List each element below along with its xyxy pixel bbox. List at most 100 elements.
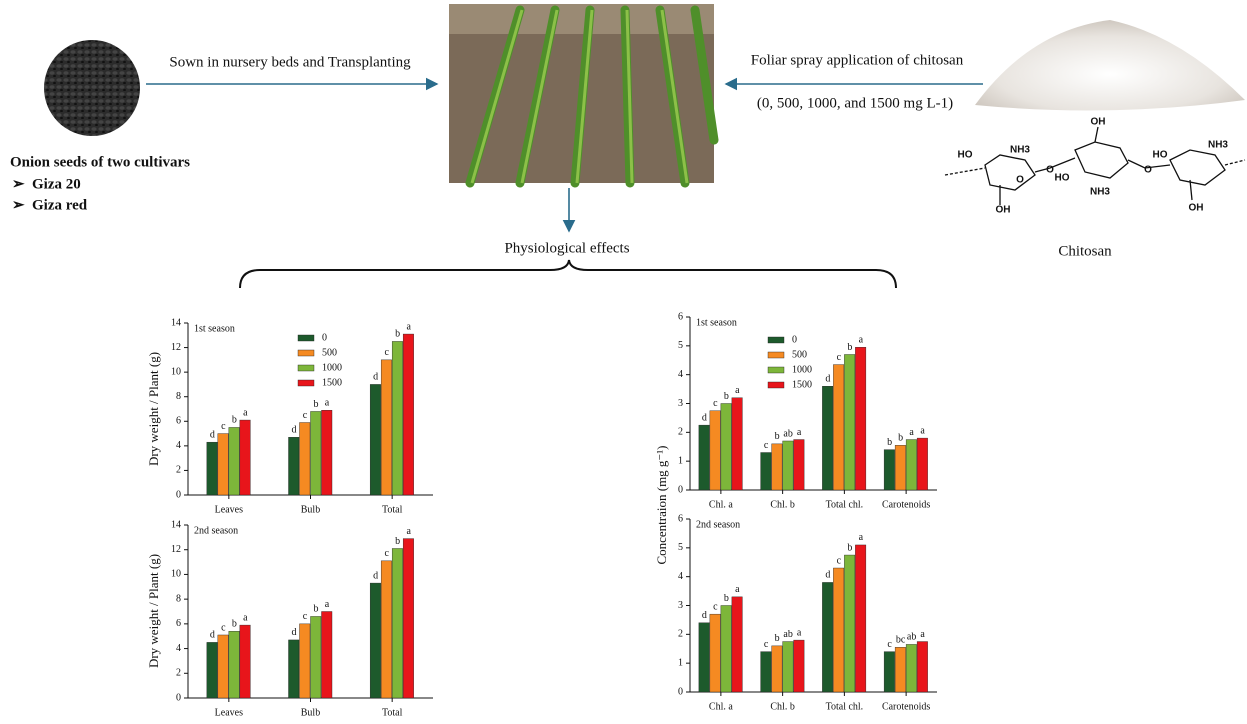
- panel-label: 1st season: [194, 323, 235, 334]
- significance-letter: a: [920, 425, 925, 436]
- panel-label: 2nd season: [194, 525, 238, 536]
- significance-letter: d: [373, 570, 378, 581]
- panel-label: 2nd season: [696, 519, 740, 530]
- y-tick-label: 1: [678, 657, 683, 668]
- significance-letter: c: [764, 440, 769, 451]
- seeds-title: Onion seeds of two cultivars: [10, 154, 190, 170]
- bar: [229, 631, 240, 698]
- legend-swatch: [768, 337, 784, 343]
- significance-letter: ab: [907, 632, 916, 643]
- legend-swatch: [298, 380, 314, 386]
- bar: [833, 568, 844, 692]
- significance-letter: ab: [783, 428, 792, 439]
- bar: [289, 437, 300, 495]
- chem-label: HO: [958, 150, 973, 161]
- significance-letter: c: [713, 398, 718, 409]
- significance-letter: b: [314, 399, 319, 410]
- legend-label: 1000: [322, 362, 342, 373]
- significance-letter: a: [859, 532, 864, 543]
- x-tick-label: Total chl.: [826, 499, 864, 510]
- significance-letter: c: [384, 548, 389, 559]
- y-tick-label: 0: [176, 489, 181, 500]
- significance-letter: b: [887, 437, 892, 448]
- significance-letter: d: [702, 610, 707, 621]
- bar: [207, 642, 218, 698]
- significance-letter: b: [395, 536, 400, 547]
- significance-letter: a: [243, 612, 248, 623]
- chem-label: O: [1046, 165, 1054, 176]
- bar: [822, 386, 833, 490]
- y-tick-label: 0: [678, 686, 683, 697]
- significance-letter: d: [292, 425, 297, 436]
- bar: [783, 642, 794, 692]
- significance-letter: a: [797, 427, 802, 438]
- significance-letter: b: [314, 604, 319, 615]
- chem-label: OH: [1091, 117, 1106, 128]
- bullet: ➢: [12, 176, 25, 192]
- bar: [884, 450, 895, 490]
- chem-label: OH: [1189, 203, 1204, 214]
- bar: [855, 545, 866, 692]
- significance-letter: d: [702, 412, 707, 423]
- significance-letter: c: [837, 555, 842, 566]
- bar: [207, 442, 218, 495]
- bar: [772, 646, 783, 692]
- x-tick-label: Total: [382, 504, 403, 515]
- significance-letter: d: [825, 570, 830, 581]
- significance-letter: a: [243, 407, 248, 418]
- significance-letter: a: [735, 385, 740, 396]
- cultivar: Giza red: [32, 197, 88, 213]
- y-tick-label: 6: [176, 618, 181, 629]
- x-tick-label: Leaves: [215, 504, 243, 515]
- x-tick-label: Chl. b: [770, 499, 794, 510]
- y-tick-label: 2: [678, 629, 683, 640]
- x-tick-label: Leaves: [215, 707, 243, 718]
- chem-label: O: [1144, 165, 1152, 176]
- bar: [732, 398, 743, 490]
- chitosan-label: Chitosan: [1058, 243, 1112, 259]
- bar: [381, 360, 392, 495]
- bar: [322, 612, 333, 699]
- y-axis-label: Dry weight / Plant (g): [146, 352, 161, 466]
- bar: [218, 434, 229, 495]
- bar: [783, 441, 794, 490]
- bar: [895, 647, 906, 692]
- y-tick-label: 12: [171, 342, 181, 353]
- significance-letter: b: [775, 431, 780, 442]
- legend-swatch: [298, 350, 314, 356]
- y-tick-label: 8: [176, 593, 181, 604]
- y-tick-label: 6: [678, 513, 683, 524]
- spray-label: Foliar spray application of chitosan: [751, 52, 964, 68]
- bar: [699, 425, 710, 490]
- significance-letter: b: [724, 593, 729, 604]
- bar: [906, 440, 917, 490]
- legend-label: 1500: [322, 377, 342, 388]
- panel-label: 1st season: [696, 317, 737, 328]
- significance-letter: d: [373, 372, 378, 383]
- significance-letter: d: [210, 630, 215, 641]
- y-tick-label: 5: [678, 340, 683, 351]
- bar: [833, 365, 844, 490]
- y-tick-label: 4: [678, 369, 683, 380]
- significance-letter: ab: [783, 629, 792, 640]
- significance-letter: c: [221, 622, 226, 633]
- bar: [844, 555, 855, 692]
- significance-letter: b: [898, 433, 903, 444]
- significance-letter: c: [887, 639, 892, 650]
- x-tick-label: Bulb: [301, 707, 320, 718]
- effects-label: Physiological effects: [504, 240, 629, 256]
- y-tick-label: 3: [678, 398, 683, 409]
- significance-letter: c: [384, 347, 389, 358]
- y-tick-label: 14: [171, 519, 181, 530]
- chem-label: OH: [996, 205, 1011, 216]
- x-tick-label: Carotenoids: [882, 701, 930, 712]
- y-tick-label: 2: [678, 427, 683, 438]
- y-tick-label: 0: [678, 484, 683, 495]
- brace: [240, 260, 896, 288]
- bar: [392, 548, 403, 698]
- x-tick-label: Chl. a: [709, 701, 733, 712]
- y-tick-label: 4: [678, 571, 683, 582]
- chem-label: NH3: [1208, 140, 1228, 151]
- bar: [289, 640, 300, 698]
- bar: [884, 652, 895, 692]
